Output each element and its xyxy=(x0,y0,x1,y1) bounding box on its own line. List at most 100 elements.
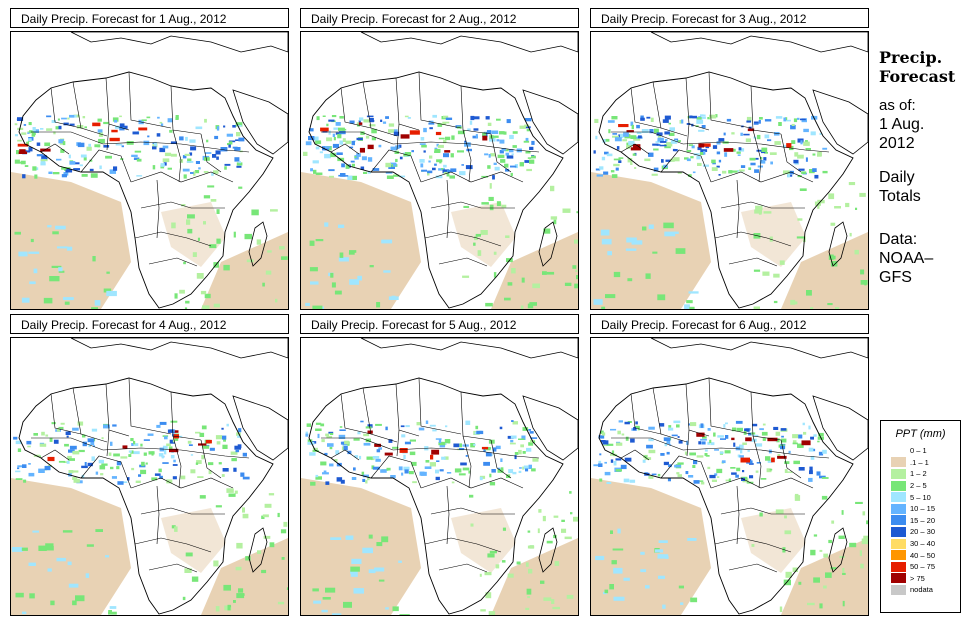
precip-cell-belt xyxy=(131,154,138,157)
precip-cell-belt xyxy=(613,158,621,161)
precip-cell-belt xyxy=(147,433,154,436)
precip-cell-belt xyxy=(754,169,759,173)
country-border xyxy=(611,437,830,459)
precip-cell-light xyxy=(753,269,761,272)
precip-cell-belt xyxy=(434,148,441,153)
precip-cell-belt xyxy=(188,444,193,446)
precip-cell-light xyxy=(566,594,574,599)
precip-cell-belt xyxy=(158,468,162,473)
precip-cell-belt xyxy=(407,117,411,119)
precip-cell-belt xyxy=(380,469,387,473)
precip-cell-belt xyxy=(464,142,471,147)
precip-cell-southern xyxy=(92,256,96,262)
precip-cell-belt xyxy=(822,147,828,150)
precip-cell-belt xyxy=(154,142,157,146)
precip-cell-belt xyxy=(725,435,729,439)
precip-cell-belt xyxy=(751,432,756,435)
precip-cell-light xyxy=(751,544,755,547)
precip-cell-belt xyxy=(661,159,664,163)
precip-cell-belt xyxy=(90,440,95,445)
precip-cell-belt xyxy=(741,477,745,481)
precip-cell-belt xyxy=(753,123,759,125)
precip-cell-belt xyxy=(521,435,526,440)
precip-cell-belt xyxy=(648,449,656,454)
country-border xyxy=(438,563,488,573)
precip-cell-southern xyxy=(55,225,66,230)
precip-cell-belt xyxy=(143,439,150,441)
precip-cell-belt xyxy=(798,434,803,439)
precip-cell-belt xyxy=(710,442,715,446)
precip-cell-light xyxy=(184,307,188,309)
precip-cell-belt xyxy=(475,134,478,138)
precip-cell-southern xyxy=(85,573,90,578)
precip-cell-belt xyxy=(412,481,417,484)
precip-cell-southern xyxy=(601,238,612,245)
precip-cell-light xyxy=(281,256,288,260)
legend-swatch xyxy=(891,584,906,595)
precip-cell-belt xyxy=(622,139,628,142)
precip-cell-belt xyxy=(749,157,756,161)
precip-cell-light xyxy=(755,205,763,210)
precip-cell-belt xyxy=(159,421,167,425)
precip-cell-belt xyxy=(810,131,816,136)
precip-cell-light xyxy=(827,303,833,306)
precip-cell-belt xyxy=(385,162,391,168)
precip-cell-belt xyxy=(688,475,694,478)
precip-cell-southern xyxy=(21,547,28,551)
precip-cell-belt xyxy=(461,164,464,166)
precip-cell-belt xyxy=(310,168,313,172)
country-border xyxy=(752,129,762,183)
precip-cell-light xyxy=(779,260,785,265)
country-border xyxy=(460,85,492,135)
precip-cell-belt xyxy=(716,476,720,478)
country-border xyxy=(395,383,420,437)
precip-cell-belt xyxy=(604,461,607,464)
precip-cell-belt xyxy=(656,132,663,136)
precip-cell-belt xyxy=(700,481,705,485)
precip-cell-belt xyxy=(351,140,355,146)
precip-cell-belt xyxy=(492,175,495,180)
precip-cell-belt xyxy=(716,141,721,145)
precip-cell-southern xyxy=(680,602,684,605)
precip-cell-belt xyxy=(514,164,518,169)
precip-cell-belt xyxy=(793,118,798,123)
precip-cell-light xyxy=(798,581,802,585)
precip-cell-light xyxy=(842,600,845,607)
precip-cell-belt xyxy=(733,442,736,447)
precip-cell-belt xyxy=(46,128,53,131)
precip-cell-light xyxy=(187,214,195,219)
precip-cell-belt xyxy=(76,125,84,129)
precip-cell-light xyxy=(796,236,805,239)
precip-cell-light xyxy=(574,283,578,289)
precip-cell-southern xyxy=(368,534,373,539)
precip-cell-belt xyxy=(31,132,36,136)
precip-cell-belt xyxy=(195,462,199,465)
precip-cell-light xyxy=(546,271,555,275)
precip-cell-belt xyxy=(696,117,702,120)
precip-cell-heavy xyxy=(409,130,420,135)
precip-cell-light xyxy=(859,192,866,197)
precip-cell-light xyxy=(462,275,470,278)
dry-region-interior xyxy=(161,508,226,573)
precip-cell-southern xyxy=(357,275,362,281)
precip-cell-belt xyxy=(61,167,67,170)
precip-cell-heavy xyxy=(359,147,365,153)
precip-cell-belt xyxy=(159,447,164,452)
precip-cell-belt xyxy=(722,170,727,174)
precip-cell-belt xyxy=(721,460,726,464)
precip-cell-southern xyxy=(675,248,686,254)
precip-cell-belt xyxy=(763,152,768,154)
legend-label: 1 – 2 xyxy=(910,469,927,479)
precip-cell-belt xyxy=(762,423,766,426)
precip-cell-light xyxy=(171,222,176,229)
precip-cell-belt xyxy=(638,135,642,139)
precip-cell-belt xyxy=(723,424,726,428)
country-border xyxy=(72,387,108,443)
legend-item: 15 – 20 xyxy=(881,515,960,527)
precip-cell-belt xyxy=(738,147,742,151)
precip-cell-belt xyxy=(40,159,48,162)
precip-cell-southern xyxy=(349,279,359,285)
precip-cell-belt xyxy=(614,137,622,142)
panel-title: Daily Precip. Forecast for 6 Aug., 2012 xyxy=(590,314,869,334)
